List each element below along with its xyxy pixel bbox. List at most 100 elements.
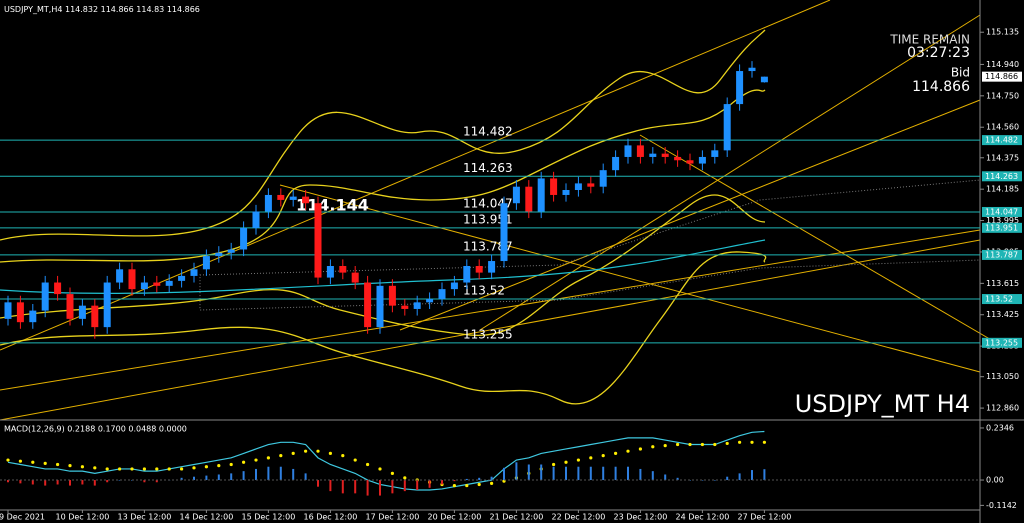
signal-dot (465, 483, 469, 488)
signal-dot (266, 456, 270, 460)
signal-dot (738, 440, 742, 444)
macd-bar (44, 480, 47, 486)
signal-dot (6, 458, 10, 462)
trendline (0, 0, 831, 351)
macd-bar (56, 480, 59, 485)
macd-line (7, 430, 765, 491)
macd-bar (366, 480, 369, 496)
macd-bar (614, 466, 617, 481)
x-tick-label: 22 Dec 12:00 (551, 513, 605, 522)
ohlc-open: 114.832 (65, 5, 98, 14)
bid-label: Bid (951, 66, 970, 80)
candle-body (562, 190, 570, 195)
x-tick-label: 15 Dec 12:00 (241, 513, 295, 522)
macd-bar (143, 480, 146, 483)
signal-dot (564, 460, 568, 464)
macd-bar (391, 480, 394, 494)
level-label: 113.52 (463, 284, 505, 298)
macd-bar (738, 473, 741, 481)
macd-bar (217, 474, 220, 481)
signal-dot (403, 476, 407, 480)
macd-bar (403, 480, 406, 492)
candle-body (463, 266, 471, 283)
candle-body (29, 310, 37, 323)
candle-body (240, 228, 248, 250)
macd-bar (341, 480, 344, 494)
candle-body (438, 289, 446, 300)
candle-body (686, 160, 694, 164)
signal-dot (366, 462, 370, 467)
signal-dot (304, 449, 308, 453)
y-tick-label: 112.860 (986, 404, 1019, 413)
time-remain: 03:27:23 (907, 45, 970, 61)
signal-dot (688, 442, 692, 447)
candle-body (289, 196, 297, 200)
macd-bar (329, 480, 332, 492)
signal-dot (638, 447, 643, 451)
macd-bar (515, 462, 518, 481)
macd-bar (279, 466, 282, 481)
candle-body (736, 71, 744, 105)
signal-dot (328, 451, 332, 456)
candle-body (661, 153, 669, 157)
candle-body (376, 285, 384, 328)
signal-dot (254, 458, 258, 462)
candle-body (66, 294, 74, 319)
candle-body (339, 266, 347, 273)
macd-bar (651, 471, 654, 481)
macd-bar (664, 474, 667, 481)
macd-bar (751, 470, 753, 481)
macd-bar (93, 480, 96, 486)
candle-body (252, 211, 260, 228)
candle-body (178, 275, 186, 281)
trendline (479, 14, 981, 331)
ohlc-high: 114.866 (101, 5, 134, 14)
candle-body (599, 170, 607, 187)
candle-body (227, 249, 235, 253)
signal-dot (155, 467, 159, 471)
signal-dot (452, 483, 456, 488)
macd-bar (589, 466, 592, 481)
candle-body (165, 280, 173, 286)
candle-body (190, 269, 198, 276)
x-tick-label: 23 Dec 12:00 (613, 513, 667, 522)
bollinger-inner-lower (0, 194, 766, 336)
macd-bar (317, 480, 319, 487)
signal-dot (626, 449, 630, 453)
macd-bar (763, 469, 766, 481)
macd-bar (180, 477, 183, 481)
candle-body (351, 272, 359, 283)
macd-bar (465, 478, 468, 481)
x-tick-label: 9 Dec 2021 (0, 513, 45, 522)
signal-dot (477, 482, 481, 487)
candle-body (91, 305, 99, 328)
signal-dot (725, 441, 729, 446)
candle-body (202, 256, 210, 270)
candle-body (302, 196, 310, 204)
level-tag (982, 171, 1022, 182)
signal-dot (167, 467, 171, 471)
x-tick-label: 16 Dec 12:00 (303, 513, 357, 522)
signal-dot (316, 449, 320, 453)
candle-body (314, 203, 322, 278)
signal-dot (490, 481, 494, 485)
macd-bar (69, 480, 71, 486)
signal-dot (341, 454, 345, 458)
symbol: USDJPY_MT,H4 (4, 5, 62, 14)
candle-body (723, 104, 731, 151)
time-remain-label: TIME REMAIN (889, 33, 970, 47)
candle-body (426, 299, 434, 303)
macd-bar (155, 480, 158, 483)
macd-bar (565, 466, 567, 481)
candle-body (698, 156, 706, 164)
signal-dot (130, 467, 134, 471)
level-tag-label: 113.255 (985, 338, 1018, 347)
macd-bar (490, 476, 493, 481)
macd-bar (602, 466, 605, 481)
macd-bar (726, 476, 729, 481)
macd-bar (267, 466, 270, 481)
candle-body (488, 261, 496, 273)
y-tick-label: 114.560 (986, 123, 1019, 132)
candle-body (587, 183, 595, 187)
trendline (639, 134, 1001, 346)
